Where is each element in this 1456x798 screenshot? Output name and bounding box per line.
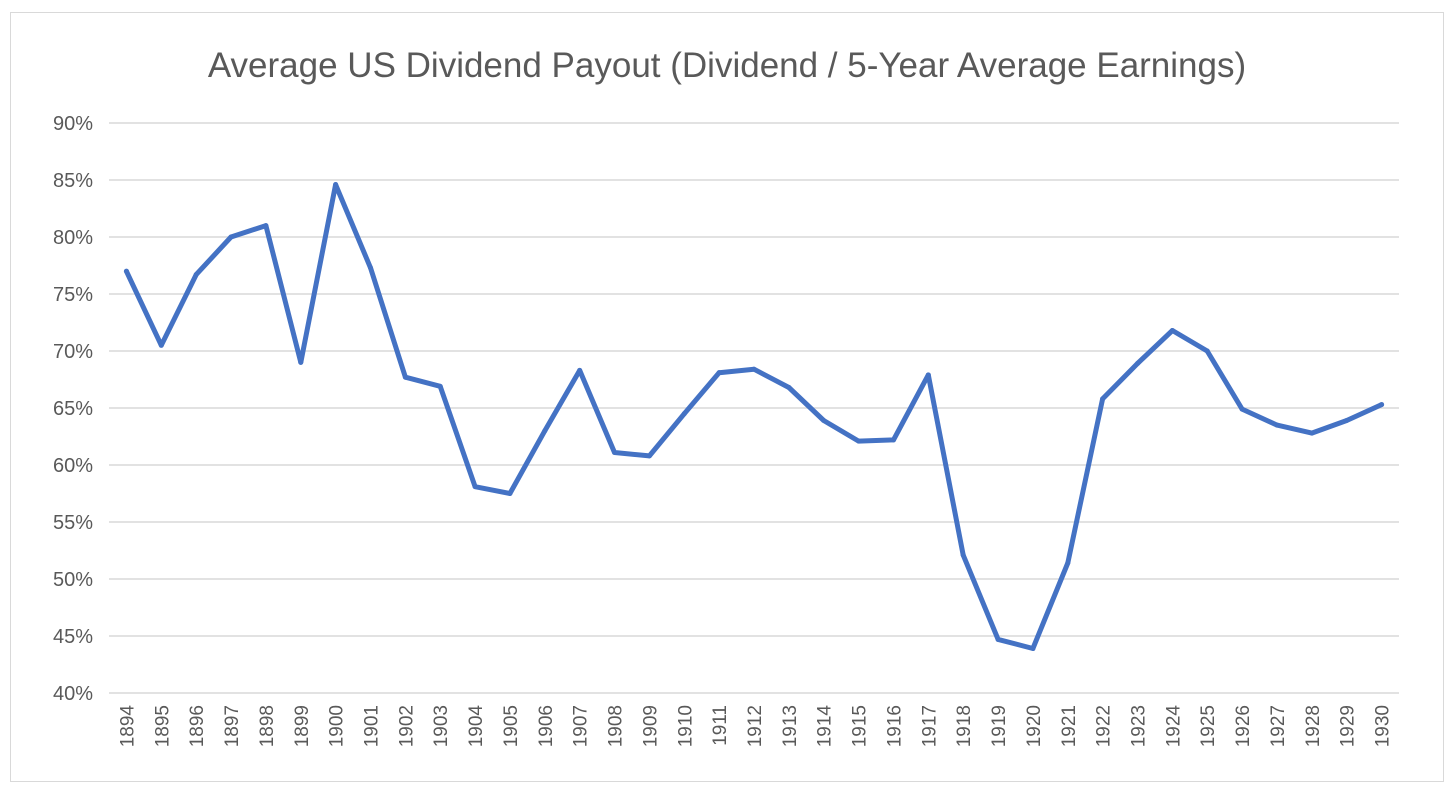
data-point (1344, 418, 1350, 424)
x-tick-label: 1895 (152, 705, 173, 747)
chart-title: Average US Dividend Payout (Dividend / 5… (208, 46, 1246, 85)
x-tick-label: 1914 (815, 705, 836, 748)
data-point (263, 223, 269, 229)
x-tick-label: 1924 (1163, 705, 1184, 748)
data-point (960, 552, 966, 558)
y-tick-label: 45% (53, 626, 93, 648)
x-tick-label: 1896 (187, 705, 208, 747)
x-tick-label: 1930 (1373, 705, 1394, 747)
y-tick-label: 60% (53, 455, 93, 477)
data-point (1065, 560, 1071, 566)
x-tick-label: 1900 (327, 705, 348, 747)
line-chart: Average US Dividend Payout (Dividend / 5… (53, 46, 1399, 748)
x-tick-label: 1927 (1268, 705, 1289, 747)
y-axis-ticks: 40% 45% 50% 55% 60% 65% 70% 75% 80% 85% 90% (53, 113, 93, 705)
x-tick-label: 1905 (501, 705, 522, 747)
y-tick-label: 90% (53, 113, 93, 135)
x-tick-label: 1928 (1303, 705, 1324, 747)
data-point (1379, 402, 1385, 408)
x-tick-label: 1899 (292, 705, 313, 747)
x-tick-label: 1923 (1129, 705, 1150, 747)
chart-frame: Average US Dividend Payout (Dividend / 5… (10, 12, 1444, 782)
data-point (995, 636, 1001, 642)
data-point (472, 484, 478, 490)
x-axis-ticks: 1894 1895 1896 1897 1898 1899 1900 1901 1902 1903… (117, 705, 1393, 748)
data-point (507, 491, 513, 496)
y-tick-label: 85% (53, 170, 93, 192)
data-point (681, 411, 687, 417)
data-point (646, 453, 652, 459)
y-tick-label: 80% (53, 227, 93, 249)
x-tick-label: 1916 (884, 705, 905, 747)
y-tick-label: 50% (53, 569, 93, 591)
series-layer (123, 182, 1385, 652)
y-tick-label: 40% (53, 683, 93, 705)
x-tick-label: 1910 (675, 705, 696, 747)
data-point (890, 437, 896, 443)
x-tick-label: 1906 (536, 705, 557, 747)
data-point (577, 367, 583, 373)
x-tick-label: 1917 (919, 705, 940, 747)
data-point (437, 383, 443, 389)
x-tick-label: 1907 (571, 705, 592, 747)
x-tick-label: 1897 (222, 705, 243, 747)
data-point (821, 418, 827, 424)
x-tick-label: 1915 (850, 705, 871, 747)
x-tick-label: 1912 (745, 705, 766, 747)
data-point (193, 272, 199, 278)
y-tick-label: 65% (53, 398, 93, 420)
y-tick-label: 70% (53, 341, 93, 363)
data-point (716, 370, 722, 376)
x-tick-label: 1898 (257, 705, 278, 747)
x-tick-label: 1920 (1024, 705, 1045, 747)
x-tick-label: 1921 (1059, 705, 1080, 747)
x-tick-label: 1904 (466, 705, 487, 748)
data-point (542, 428, 548, 434)
data-point (856, 438, 862, 444)
data-point (1204, 348, 1210, 354)
data-point (612, 449, 618, 455)
data-point (751, 366, 757, 372)
data-point (1135, 361, 1141, 367)
data-point (786, 384, 792, 390)
x-tick-label: 1929 (1338, 705, 1359, 747)
x-tick-label: 1913 (780, 705, 801, 747)
x-tick-label: 1926 (1233, 705, 1254, 747)
data-point (298, 359, 304, 365)
data-point (228, 234, 234, 240)
data-point (1030, 646, 1036, 652)
x-tick-label: 1901 (361, 705, 382, 747)
y-tick-label: 75% (53, 284, 93, 306)
x-tick-label: 1922 (1094, 705, 1115, 747)
data-point (123, 268, 129, 274)
data-point (1309, 430, 1315, 436)
x-tick-label: 1919 (989, 705, 1010, 747)
data-point (925, 372, 931, 378)
x-tick-label: 1911 (710, 705, 731, 746)
x-tick-label: 1908 (606, 705, 627, 747)
x-tick-label: 1902 (396, 705, 417, 747)
x-tick-label: 1909 (640, 705, 661, 747)
data-point (333, 182, 339, 188)
data-point (1169, 327, 1175, 333)
y-tick-label: 55% (53, 512, 93, 534)
x-tick-label: 1903 (431, 705, 452, 747)
data-point (1100, 396, 1106, 402)
data-point (158, 342, 164, 348)
gridlines (109, 122, 1399, 694)
data-point (367, 265, 373, 271)
data-point (1274, 422, 1280, 428)
x-tick-label: 1925 (1198, 705, 1219, 747)
data-point (1239, 406, 1245, 412)
data-point (402, 374, 408, 380)
x-tick-label: 1918 (954, 705, 975, 747)
x-tick-label: 1894 (117, 705, 138, 748)
